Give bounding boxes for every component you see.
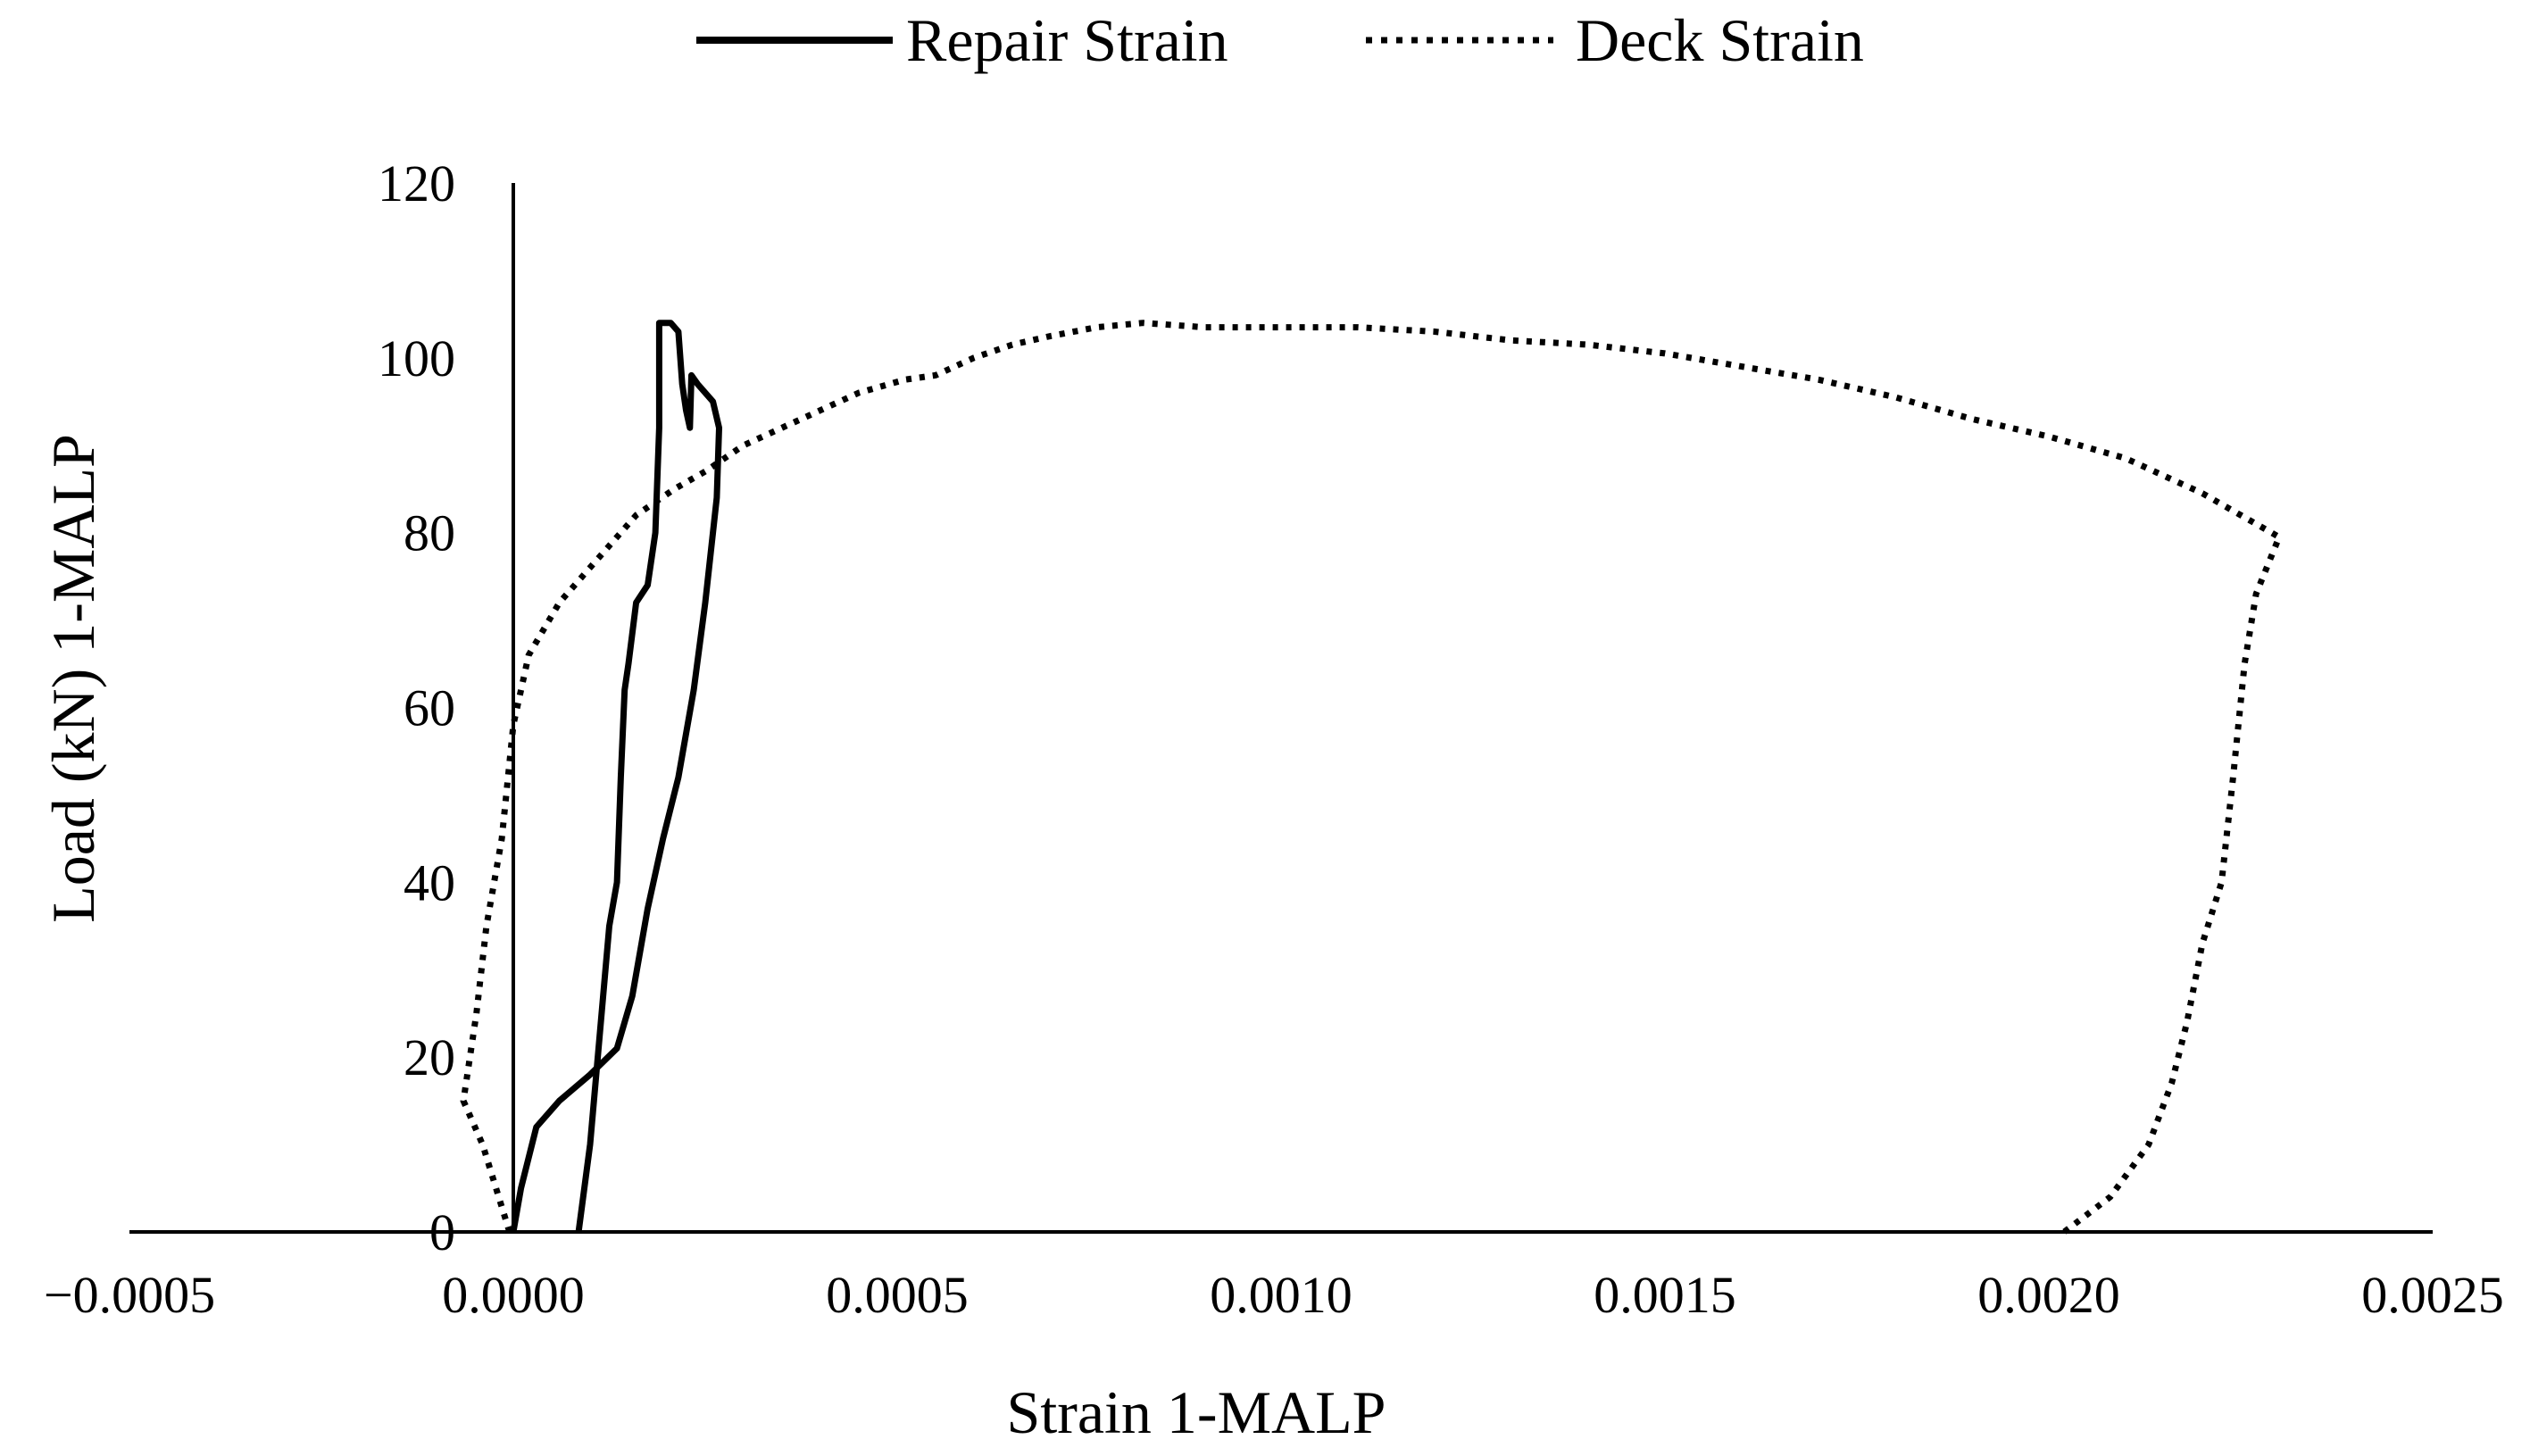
y-tick-label: 40 [404,853,455,911]
y-axis-title: Load (kN) 1-MALP [39,434,107,923]
x-tick-label: 0.0020 [1977,1266,2120,1324]
x-tick-label: 0.0015 [1594,1266,1736,1324]
x-tick-label: 0.0025 [2361,1266,2504,1324]
y-tick-labels: 0 20 40 60 80 100 120 [378,154,455,1261]
legend-label-repair-strain: Repair Strain [906,6,1228,74]
series-layer [460,320,2284,1235]
y-tick-label: 20 [404,1028,455,1086]
x-tick-label: 0.0010 [1210,1266,1352,1324]
y-tick-label: 60 [404,679,455,737]
y-tick-label: 80 [404,504,455,562]
legend: Repair Strain Deck Strain [696,6,1864,74]
y-tick-label: 120 [378,154,455,212]
series-line-deck-strain [460,320,2284,1235]
axes [129,183,2433,1234]
x-tick-labels: −0.0005 0.0000 0.0005 0.0010 0.0015 0.0020 0.0… [44,1266,2504,1324]
series-line-repair-strain [510,320,722,1233]
y-tick-label: 100 [378,329,455,387]
x-tick-label: −0.0005 [44,1266,215,1324]
x-tick-label: 0.0005 [826,1266,969,1324]
y-tick-label: 0 [429,1203,455,1261]
legend-label-deck-strain: Deck Strain [1576,6,1864,74]
x-tick-label: 0.0000 [442,1266,585,1324]
x-axis-title: Strain 1-MALP [1007,1378,1386,1446]
